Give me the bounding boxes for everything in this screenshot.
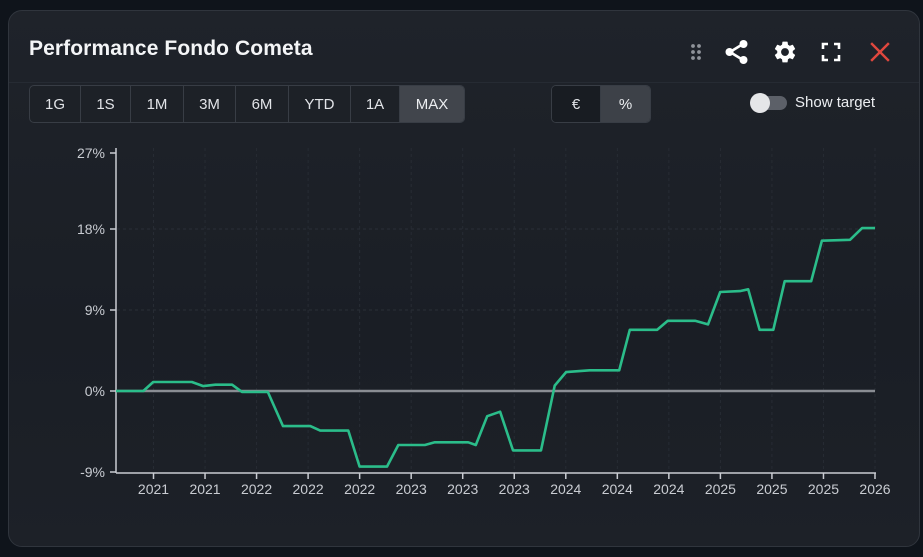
range-button-1a[interactable]: 1A bbox=[351, 86, 400, 122]
expand-icon[interactable] bbox=[819, 42, 843, 62]
performance-panel: Performance Fondo Cometa bbox=[8, 10, 920, 547]
gear-icon[interactable] bbox=[771, 39, 799, 65]
y-tick-label: 9% bbox=[85, 302, 105, 318]
y-tick-label: -9% bbox=[80, 464, 105, 480]
y-tick-label: 0% bbox=[85, 383, 105, 399]
performance-line bbox=[116, 226, 875, 468]
x-tick-label: 2022 bbox=[293, 481, 324, 497]
unit-selector: € % bbox=[551, 85, 651, 123]
x-tick-label: 2026 bbox=[859, 481, 890, 497]
range-button-1g[interactable]: 1G bbox=[30, 86, 81, 122]
x-tick-label: 2025 bbox=[808, 481, 839, 497]
chart-grid bbox=[117, 148, 876, 472]
unit-button-euro[interactable]: € bbox=[552, 86, 601, 122]
y-tick-label: 27% bbox=[77, 145, 105, 161]
y-axis-ticks: 27% 18% 9% 0% -9% bbox=[77, 145, 116, 480]
show-target-label: Show target bbox=[795, 94, 876, 111]
range-button-1m[interactable]: 1M bbox=[131, 86, 184, 122]
y-tick-label: 18% bbox=[77, 221, 105, 237]
x-tick-label: 2024 bbox=[550, 481, 581, 497]
drag-handle-icon[interactable] bbox=[689, 43, 703, 61]
panel-title: Performance Fondo Cometa bbox=[29, 37, 313, 60]
range-button-max[interactable]: MAX bbox=[400, 86, 464, 122]
x-tick-label: 2021 bbox=[189, 481, 220, 497]
x-tick-label: 2022 bbox=[344, 481, 375, 497]
time-range-selector: 1G 1S 1M 3M 6M YTD 1A MAX bbox=[29, 85, 465, 123]
x-tick-label: 2023 bbox=[396, 481, 427, 497]
range-button-6m[interactable]: 6M bbox=[236, 86, 289, 122]
x-axis-ticks: 2021 2021 2022 2022 2022 2023 2023 2023 2024 2024… bbox=[138, 473, 891, 497]
close-icon[interactable] bbox=[869, 42, 891, 62]
share-icon[interactable] bbox=[723, 39, 751, 65]
header-actions bbox=[689, 37, 891, 67]
x-tick-label: 2023 bbox=[447, 481, 478, 497]
x-tick-label: 2025 bbox=[756, 481, 787, 497]
show-target-toggle[interactable]: Show target bbox=[750, 92, 876, 113]
range-button-ytd[interactable]: YTD bbox=[289, 86, 351, 122]
x-tick-label: 2024 bbox=[602, 481, 633, 497]
toggle-switch[interactable] bbox=[750, 92, 787, 113]
range-button-1s[interactable]: 1S bbox=[81, 86, 131, 122]
toggle-knob bbox=[750, 92, 770, 113]
unit-button-percent[interactable]: % bbox=[601, 86, 650, 122]
range-button-3m[interactable]: 3M bbox=[184, 86, 236, 122]
x-tick-label: 2025 bbox=[705, 481, 736, 497]
x-tick-label: 2024 bbox=[653, 481, 684, 497]
x-tick-label: 2022 bbox=[241, 481, 272, 497]
x-tick-label: 2023 bbox=[499, 481, 530, 497]
panel-header: Performance Fondo Cometa bbox=[9, 11, 919, 83]
x-tick-label: 2021 bbox=[138, 481, 169, 497]
